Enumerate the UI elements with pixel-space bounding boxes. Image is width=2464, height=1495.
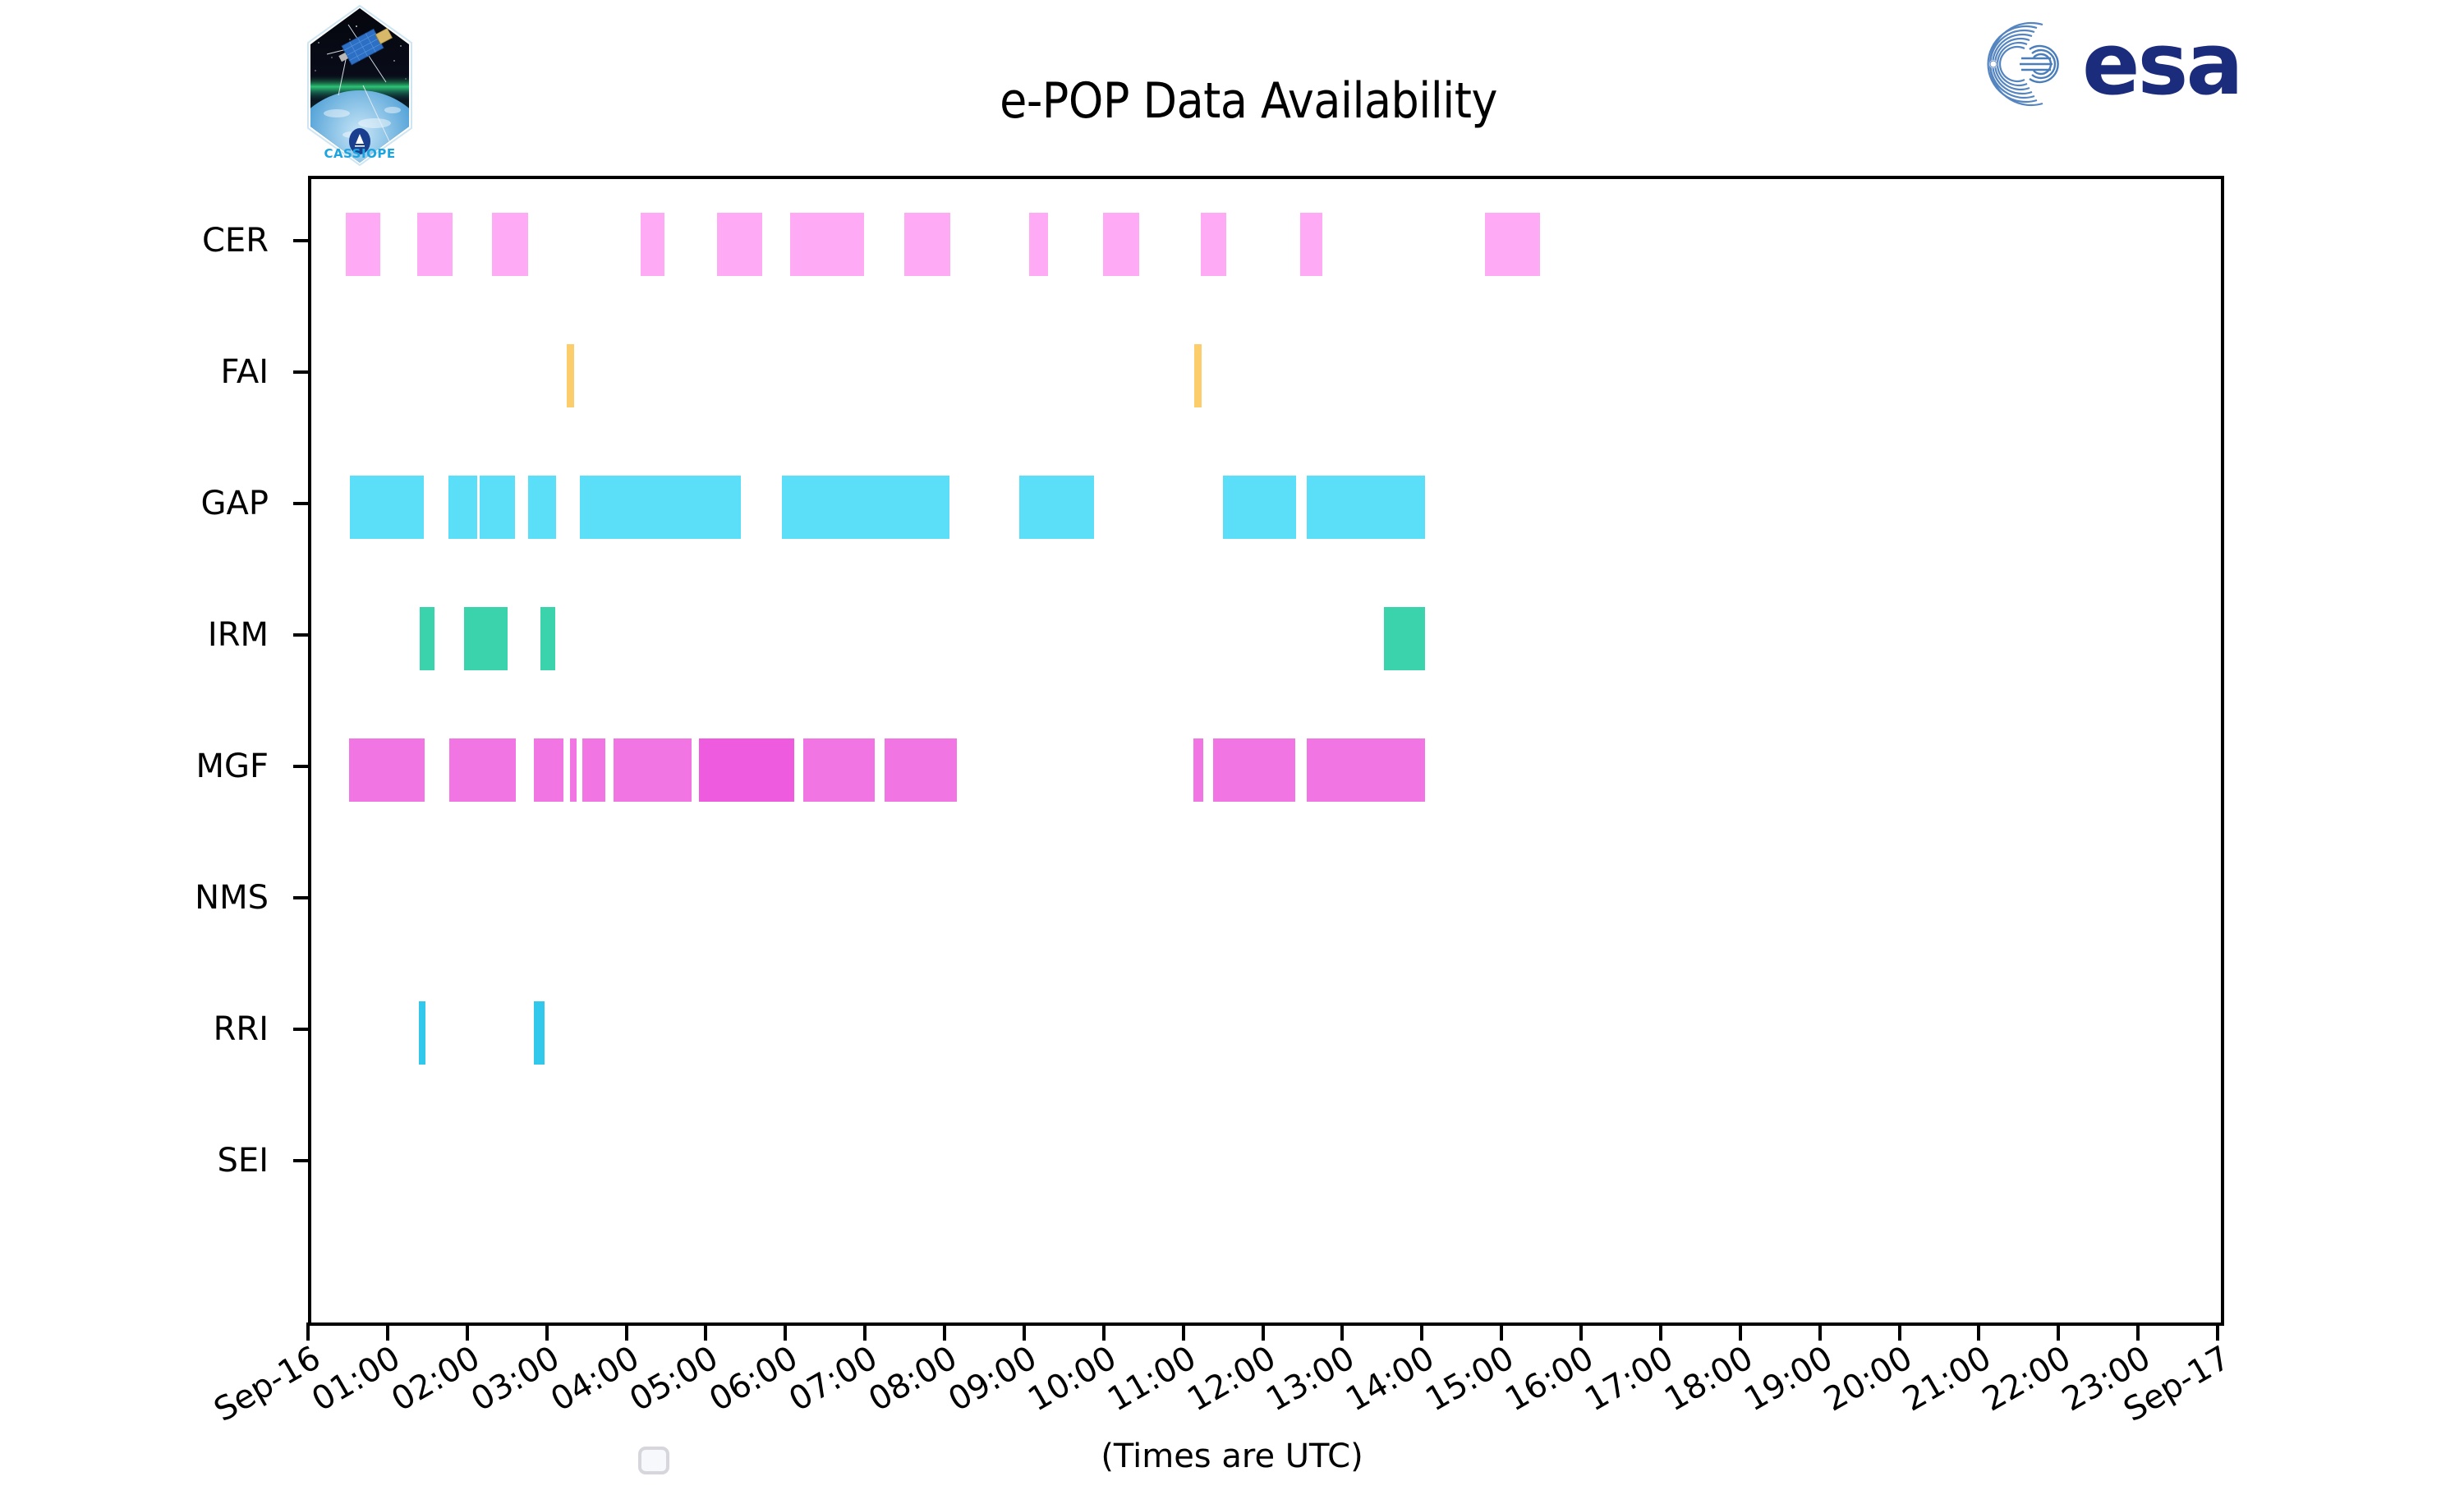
availability-bar-cer[interactable] bbox=[1102, 212, 1139, 276]
availability-bar-mgf[interactable] bbox=[582, 738, 606, 802]
availability-bar-cer[interactable] bbox=[1484, 212, 1540, 276]
esa-logo-icon: esa bbox=[1987, 14, 2244, 114]
availability-bar-fai[interactable] bbox=[1194, 343, 1202, 407]
availability-bar-mgf[interactable] bbox=[534, 738, 564, 802]
x-tick-mark-18 bbox=[1738, 1322, 1742, 1341]
x-tick-mark-23 bbox=[2136, 1322, 2140, 1341]
esa-logo: esa bbox=[1951, 14, 2304, 114]
availability-bar-gap[interactable] bbox=[480, 475, 515, 539]
y-tick-mark-fai bbox=[293, 370, 308, 374]
y-tick-label-rri: RRI bbox=[213, 1010, 269, 1048]
x-tick-mark-22 bbox=[2057, 1322, 2061, 1341]
availability-bar-cer[interactable] bbox=[345, 212, 381, 276]
x-tick-mark-17 bbox=[1658, 1322, 1662, 1341]
x-tick-mark-24 bbox=[2216, 1322, 2219, 1341]
availability-bar-cer[interactable] bbox=[416, 212, 453, 276]
availability-bar-gap[interactable] bbox=[1306, 475, 1426, 539]
cassiope-logo-caption: CASSIOPE bbox=[324, 146, 395, 161]
x-tick-mark-16 bbox=[1579, 1322, 1583, 1341]
x-axis-caption: (Times are UTC) bbox=[1101, 1438, 1363, 1475]
availability-bar-gap[interactable] bbox=[781, 475, 949, 539]
y-tick-label-cer: CER bbox=[202, 222, 269, 260]
x-tick-mark-6 bbox=[784, 1322, 788, 1341]
legend-placeholder-box[interactable] bbox=[638, 1447, 669, 1474]
cassiope-logo: CASSIOPE bbox=[278, 3, 442, 168]
esa-emblem-icon bbox=[1987, 21, 2059, 107]
availability-bar-gap[interactable] bbox=[528, 475, 557, 539]
cassiope-logo-icon: CASSIOPE bbox=[307, 4, 412, 167]
availability-bar-cer[interactable] bbox=[1300, 212, 1323, 276]
availability-bar-irm[interactable] bbox=[419, 606, 435, 670]
availability-timeline-plot bbox=[308, 176, 2224, 1474]
x-tick-mark-14 bbox=[1420, 1322, 1424, 1341]
x-tick-mark-8 bbox=[943, 1322, 946, 1341]
availability-bar-cer[interactable] bbox=[717, 212, 763, 276]
x-tick-mark-15 bbox=[1500, 1322, 1504, 1341]
y-tick-mark-nms bbox=[293, 896, 308, 899]
availability-bar-mgf[interactable] bbox=[1306, 738, 1426, 802]
availability-bar-cer[interactable] bbox=[491, 212, 528, 276]
availability-bar-gap[interactable] bbox=[1223, 475, 1297, 539]
y-tick-label-irm: IRM bbox=[207, 616, 269, 654]
plot-area bbox=[311, 179, 2221, 1322]
y-tick-label-gap: GAP bbox=[200, 485, 269, 522]
availability-bar-mgf[interactable] bbox=[614, 738, 692, 802]
availability-bar-gap[interactable] bbox=[580, 475, 742, 539]
x-tick-mark-13 bbox=[1340, 1322, 1345, 1341]
x-tick-mark-21 bbox=[1977, 1322, 1981, 1341]
availability-bar-mgf[interactable] bbox=[1212, 738, 1296, 802]
availability-bar-irm[interactable] bbox=[540, 606, 556, 670]
x-tick-mark-7 bbox=[863, 1322, 867, 1341]
x-tick-mark-11 bbox=[1181, 1322, 1185, 1341]
x-axis-ticks bbox=[306, 1322, 2219, 1341]
x-tick-mark-9 bbox=[1022, 1322, 1026, 1341]
x-tick-mark-20 bbox=[1897, 1322, 1901, 1341]
x-tick-mark-10 bbox=[1101, 1322, 1106, 1341]
availability-bar-mgf[interactable] bbox=[348, 738, 425, 802]
availability-bar-mgf[interactable] bbox=[802, 738, 875, 802]
y-tick-label-nms: NMS bbox=[195, 879, 269, 917]
availability-bar-mgf[interactable] bbox=[1193, 738, 1203, 802]
availability-bar-mgf[interactable] bbox=[448, 738, 516, 802]
availability-bar-cer[interactable] bbox=[790, 212, 865, 276]
y-tick-mark-gap bbox=[293, 502, 308, 505]
page-title-line-1: e-POP Data Availability bbox=[1000, 72, 1497, 131]
esa-logo-text: esa bbox=[2082, 15, 2241, 113]
availability-bar-mgf[interactable] bbox=[569, 738, 577, 802]
x-tick-mark-5 bbox=[704, 1322, 708, 1341]
availability-bar-cer[interactable] bbox=[641, 212, 665, 276]
y-tick-mark-sei bbox=[293, 1159, 308, 1162]
x-tick-mark-3 bbox=[545, 1322, 549, 1341]
availability-bar-gap[interactable] bbox=[1019, 475, 1095, 539]
x-tick-mark-4 bbox=[624, 1322, 628, 1341]
x-tick-mark-12 bbox=[1261, 1322, 1265, 1341]
y-tick-mark-mgf bbox=[293, 765, 308, 768]
page-header: CASSIOPE e-POP Data Availability Septemb… bbox=[0, 0, 2464, 246]
availability-bar-rri[interactable] bbox=[534, 1000, 545, 1065]
y-axis: CER FAI GAP IRM MGF NMS RRI SEI bbox=[0, 176, 308, 1319]
y-tick-mark-rri bbox=[293, 1028, 308, 1031]
y-tick-mark-irm bbox=[293, 633, 308, 637]
x-tick-mark-19 bbox=[1818, 1322, 1822, 1341]
availability-bar-fai[interactable] bbox=[566, 343, 574, 407]
availability-bar-irm[interactable] bbox=[464, 606, 508, 670]
availability-bar-mgf_highlight[interactable] bbox=[698, 738, 795, 802]
availability-bar-cer[interactable] bbox=[1028, 212, 1049, 276]
y-tick-label-fai: FAI bbox=[220, 353, 269, 391]
y-tick-label-sei: SEI bbox=[217, 1142, 269, 1180]
x-tick-mark-1 bbox=[385, 1322, 389, 1341]
availability-bar-rri[interactable] bbox=[418, 1000, 425, 1065]
availability-bar-cer[interactable] bbox=[1201, 212, 1227, 276]
y-tick-label-mgf: MGF bbox=[195, 748, 269, 785]
availability-bar-cer[interactable] bbox=[903, 212, 950, 276]
availability-bar-gap[interactable] bbox=[448, 475, 478, 539]
availability-bar-irm[interactable] bbox=[1383, 606, 1426, 670]
y-tick-mark-cer bbox=[293, 239, 308, 242]
availability-bar-gap[interactable] bbox=[349, 475, 424, 539]
availability-bar-mgf[interactable] bbox=[885, 738, 957, 802]
x-tick-mark-2 bbox=[465, 1322, 469, 1341]
x-tick-mark-0 bbox=[306, 1322, 310, 1341]
